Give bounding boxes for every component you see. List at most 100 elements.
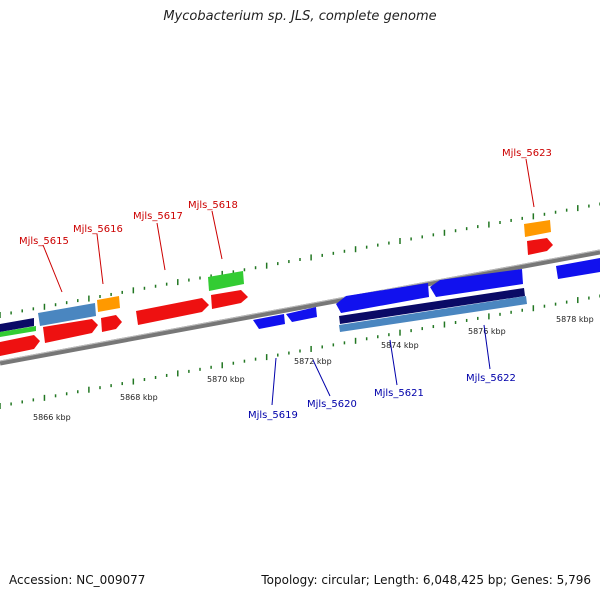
upper-tick-mark [332, 251, 335, 255]
genome-backbone [0, 249, 600, 366]
gene-mjls-5623[interactable] [524, 220, 551, 237]
label-mjls-5621[interactable]: Mjls_5621 [374, 388, 424, 399]
kbp-label: 5876 kbp [468, 327, 506, 336]
gene-mjls-5617[interactable] [136, 298, 209, 325]
upper-tick-mark [588, 204, 590, 208]
lower-tick-mark [88, 386, 90, 393]
lower-tick-mark [254, 357, 257, 361]
lower-tick-mark [443, 321, 446, 328]
leader-mjls-5621 [389, 339, 398, 386]
upper-tick-mark [221, 270, 223, 277]
kbp-label: 5868 kbp [120, 393, 158, 402]
upper-tick-mark [410, 237, 412, 241]
upper-tick-mark [21, 309, 23, 313]
lower-tick-mark [165, 373, 168, 377]
gene-mjls-5621[interactable] [336, 283, 429, 313]
lower-tick-mark [421, 327, 423, 331]
lower-tick-mark [577, 297, 579, 304]
upper-tick-mark [65, 301, 68, 305]
lower-tick-mark [154, 375, 157, 379]
gene-red-left[interactable] [0, 335, 40, 356]
upper-tick-mark [565, 208, 568, 212]
upper-tick-mark [243, 268, 246, 272]
upper-tick-mark [0, 312, 1, 318]
gene-mjls-5618[interactable] [208, 271, 244, 291]
upper-tick-mark [232, 270, 235, 274]
lower-tick-mark [232, 361, 235, 365]
kbp-label: 5866 kbp [33, 413, 71, 422]
lower-tick-mark [310, 345, 312, 352]
lower-tick-mark [565, 300, 568, 304]
leader-mjls-5618 [211, 210, 223, 260]
lower-tick-mark [43, 394, 46, 401]
kbp-scale: 5866 kbp 5868 kbp 5870 kbp 5872 kbp 5874 kbp… [33, 315, 594, 422]
lower-tick-mark [554, 302, 557, 306]
gene-navy-left[interactable] [0, 318, 34, 332]
label-mjls-5622[interactable]: Mjls_5622 [466, 373, 516, 384]
label-mjls-5616[interactable]: Mjls_5616 [73, 224, 123, 235]
lower-tick-mark [388, 333, 390, 337]
upper-tick-mark [154, 284, 157, 288]
label-mjls-5618[interactable]: Mjls_5618 [188, 200, 238, 211]
upper-tick-mark [88, 295, 90, 302]
gene-red-a[interactable] [43, 319, 98, 343]
lower-tick-mark [510, 310, 512, 314]
gene-red-b[interactable] [101, 315, 122, 332]
upper-tick-mark [32, 307, 35, 311]
upper-tick-mark [110, 292, 112, 296]
upper-tick-mark [399, 238, 401, 244]
gene-mjls-5622[interactable] [430, 269, 523, 297]
lower-tick-mark [299, 349, 301, 353]
gene-red-c[interactable] [211, 290, 248, 309]
lower-tick-mark [243, 359, 246, 363]
upper-tick-mark [299, 258, 301, 261]
lower-tick-mark [265, 354, 268, 361]
upper-tick-mark [165, 282, 168, 286]
upper-tick-mark [432, 233, 435, 237]
gene-mjls-5620[interactable] [286, 307, 317, 322]
upper-tick-mark [265, 262, 268, 269]
lower-tick-mark [199, 367, 201, 371]
gene-red-d[interactable] [527, 238, 553, 255]
gene-mjls-5615[interactable] [38, 303, 96, 326]
upper-tick-mark [488, 221, 490, 228]
upper-tick-mark [99, 295, 101, 298]
upper-tick-mark [454, 229, 457, 233]
genome-title: Mycobacterium sp. JLS, complete genome [163, 9, 437, 24]
leader-mjls-5623 [525, 158, 535, 208]
leader-mjls-5619 [271, 357, 277, 406]
kbp-label: 5874 kbp [381, 341, 419, 350]
lower-tick-mark [532, 305, 535, 312]
upper-tick-mark [321, 253, 323, 257]
label-mjls-5615[interactable]: Mjls_5615 [19, 236, 69, 247]
lower-tick-mark [332, 343, 335, 347]
lower-tick-mark [277, 353, 279, 357]
label-mjls-5623[interactable]: Mjls_5623 [502, 148, 552, 159]
lower-tick-track [0, 294, 600, 409]
label-mjls-5619[interactable]: Mjls_5619 [248, 410, 298, 421]
gene-mjls-5616[interactable] [97, 296, 120, 312]
label-mjls-5617[interactable]: Mjls_5617 [133, 211, 183, 222]
upper-tick-mark [499, 221, 501, 224]
gene-green-left[interactable] [0, 326, 36, 337]
upper-tick-mark [54, 303, 57, 307]
gene-navy-long[interactable] [339, 288, 525, 324]
leader-mjls-5615 [42, 244, 63, 293]
lower-tick-mark [288, 351, 290, 355]
lower-tick-mark [143, 378, 146, 382]
upper-tick-mark [199, 276, 201, 280]
leader-mjls-5617 [156, 222, 166, 271]
genome-backbone-highlight [0, 249, 600, 362]
upper-tick-mark [288, 260, 290, 264]
upper-tick-mark [343, 249, 346, 253]
gene-steel-long[interactable] [339, 296, 527, 332]
lower-tick-mark [121, 382, 123, 386]
lower-tick-mark [10, 402, 12, 406]
forward-genes [0, 220, 600, 356]
lower-tick-mark [221, 362, 223, 369]
lower-tick-mark [54, 394, 57, 398]
gene-mjls-5619[interactable] [253, 314, 285, 329]
label-mjls-5620[interactable]: Mjls_5620 [307, 399, 357, 410]
lower-tick-mark [65, 392, 68, 396]
gene-blue-far-right[interactable] [556, 258, 600, 279]
